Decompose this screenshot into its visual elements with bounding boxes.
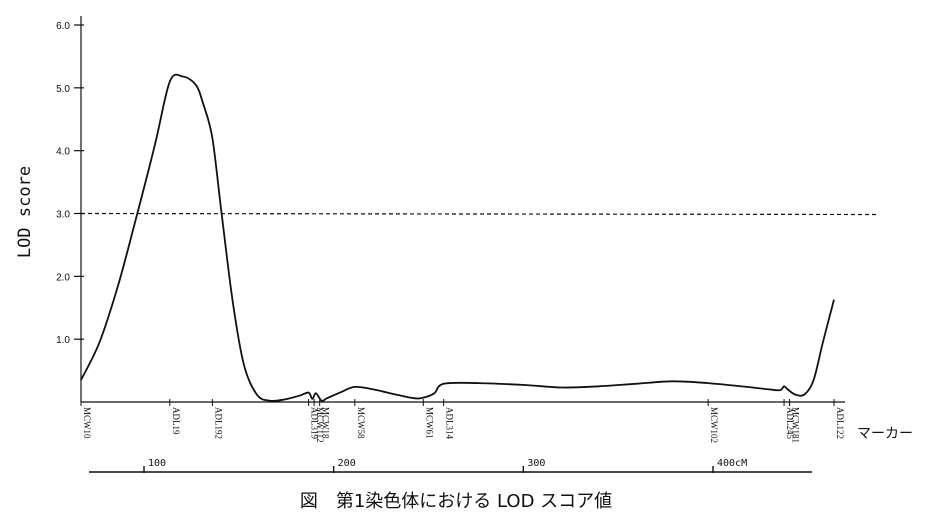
y-ticks: 6.0 5.0 4.0 3.0 2.0 1.0	[56, 21, 84, 346]
marker-label: MCW102	[709, 407, 719, 443]
y-tick-label: 4.0	[56, 147, 70, 158]
scale-tick-label: 300	[527, 458, 545, 469]
scale-tick-label: 400cM	[717, 458, 747, 469]
scale-tick-label: 200	[338, 458, 356, 469]
marker-label: MCW112	[315, 407, 325, 443]
marker-label: ADL122	[835, 407, 845, 439]
marker-label: ADL319	[310, 407, 320, 439]
cm-scale-bar: 100 200 300 400cM	[89, 458, 812, 473]
y-tick-label: 2.0	[56, 272, 70, 283]
x-axis-label: マーカー	[857, 426, 913, 442]
scale-tick-label: 100	[148, 458, 166, 469]
y-axis-label: LOD score	[15, 166, 35, 258]
marker-label: ADL245	[785, 407, 795, 439]
lod-score-curve	[80, 73, 835, 402]
marker-label: MCW10	[82, 407, 92, 439]
marker-label: ADL314	[445, 407, 455, 439]
marker-label: MCW181	[791, 407, 801, 443]
marker-ticks	[80, 399, 835, 406]
chart-title: 図 第1染色体における LOD スコア値	[300, 491, 612, 512]
threshold-line	[80, 212, 877, 216]
y-tick-label: 3.0	[56, 210, 70, 221]
marker-label: MCW18	[321, 407, 331, 439]
marker-label: MCW61	[424, 407, 434, 439]
y-tick-label: 5.0	[56, 84, 70, 95]
y-tick-label: 1.0	[56, 335, 70, 346]
marker-label: ADL19	[171, 407, 181, 435]
marker-label: ADL192	[213, 407, 223, 439]
y-tick-label: 6.0	[56, 21, 70, 32]
marker-label: MCW58	[356, 407, 366, 439]
